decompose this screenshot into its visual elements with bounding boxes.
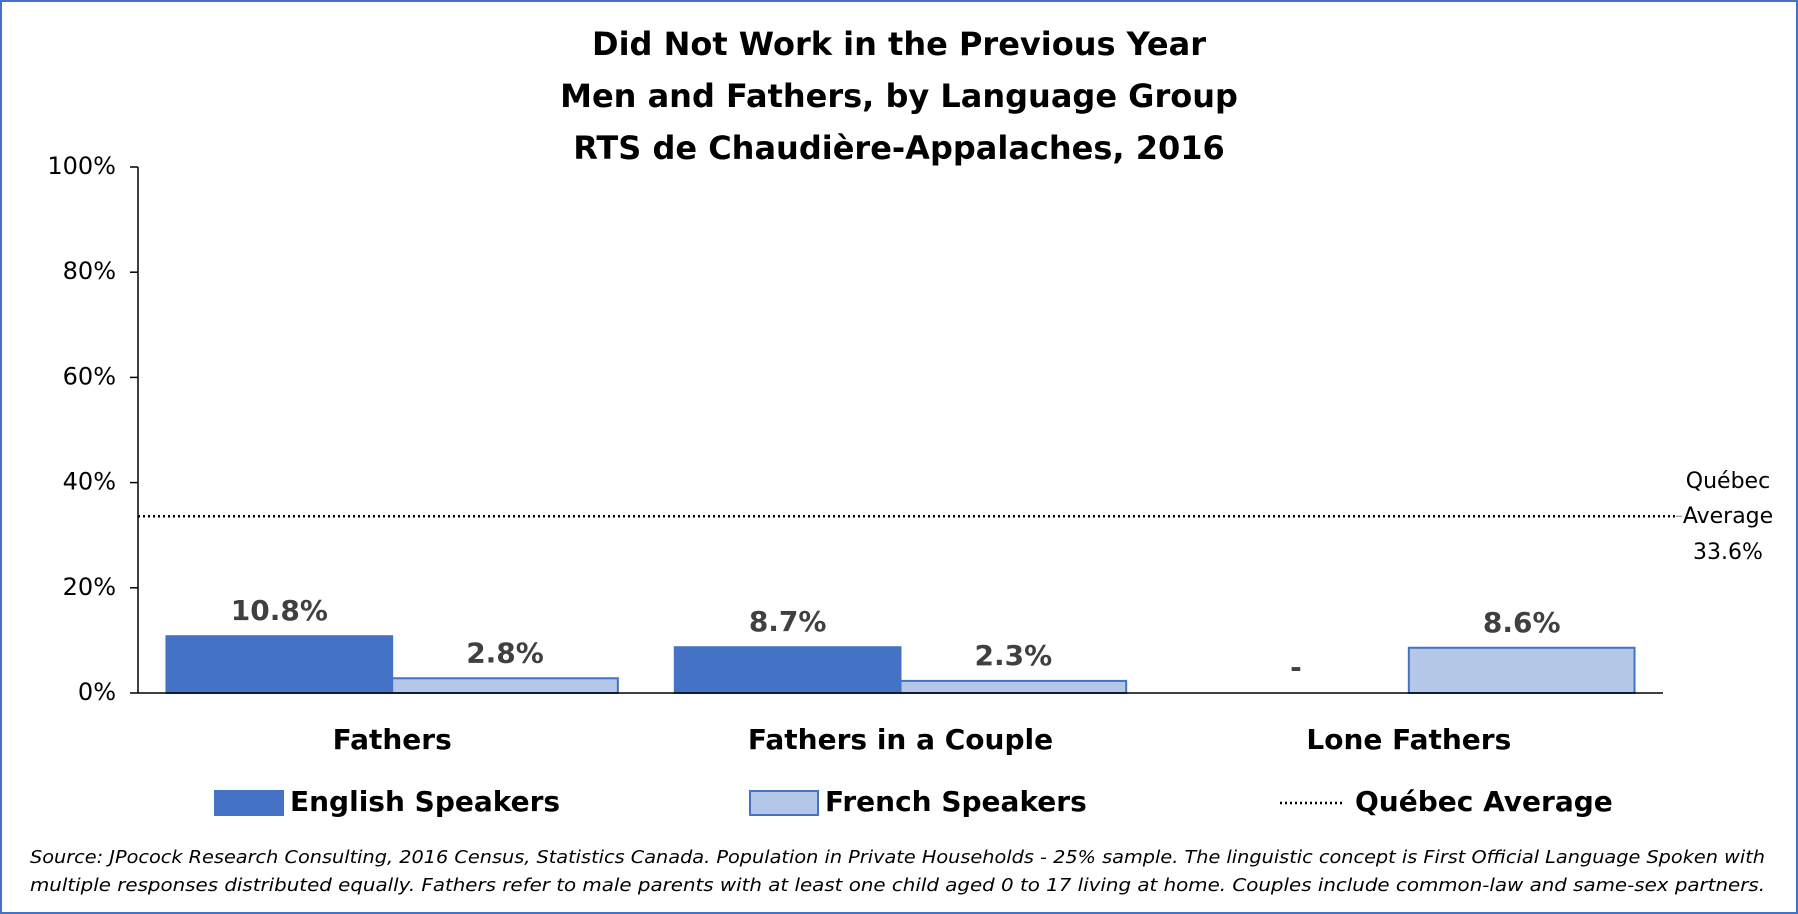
x-tick-label: Lone Fathers bbox=[1306, 723, 1511, 756]
source-note: Source: JPocock Research Consulting, 201… bbox=[30, 847, 1765, 868]
legend-swatch bbox=[214, 790, 284, 816]
x-tick-label: Fathers bbox=[333, 723, 452, 756]
data-label: 8.7% bbox=[749, 605, 827, 638]
bar bbox=[391, 677, 619, 694]
source-note: multiple responses distributed equally. … bbox=[30, 875, 1765, 896]
legend-label: English Speakers bbox=[290, 785, 560, 818]
annotation: Québec bbox=[1686, 469, 1770, 494]
y-tick-label: 60% bbox=[63, 362, 116, 390]
data-label: - bbox=[1290, 651, 1302, 684]
data-label: 2.8% bbox=[466, 636, 544, 669]
bar bbox=[1407, 646, 1636, 694]
y-tick-label: 0% bbox=[78, 678, 116, 706]
legend-label: French Speakers bbox=[825, 785, 1087, 818]
chart-title: RTS de Chaudière-Appalaches, 2016 bbox=[573, 129, 1225, 167]
data-label: 10.8% bbox=[231, 594, 328, 627]
legend-label: Québec Average bbox=[1355, 785, 1613, 818]
data-label: 8.6% bbox=[1483, 606, 1561, 639]
legend-swatch bbox=[749, 790, 819, 816]
data-label: 2.3% bbox=[975, 639, 1053, 672]
chart-title: Did Not Work in the Previous Year bbox=[592, 25, 1206, 63]
annotation-value: 33.6% bbox=[1693, 540, 1763, 565]
bar bbox=[899, 679, 1128, 694]
annotation: Average bbox=[1683, 504, 1773, 529]
y-tick-label: 100% bbox=[47, 152, 116, 180]
bar bbox=[673, 646, 902, 694]
bar bbox=[165, 635, 394, 695]
x-tick-label: Fathers in a Couple bbox=[748, 723, 1053, 756]
y-tick-label: 80% bbox=[63, 257, 116, 285]
chart-title: Men and Fathers, by Language Group bbox=[560, 77, 1238, 115]
y-tick-label: 40% bbox=[63, 468, 116, 496]
y-tick-label: 20% bbox=[63, 573, 116, 601]
